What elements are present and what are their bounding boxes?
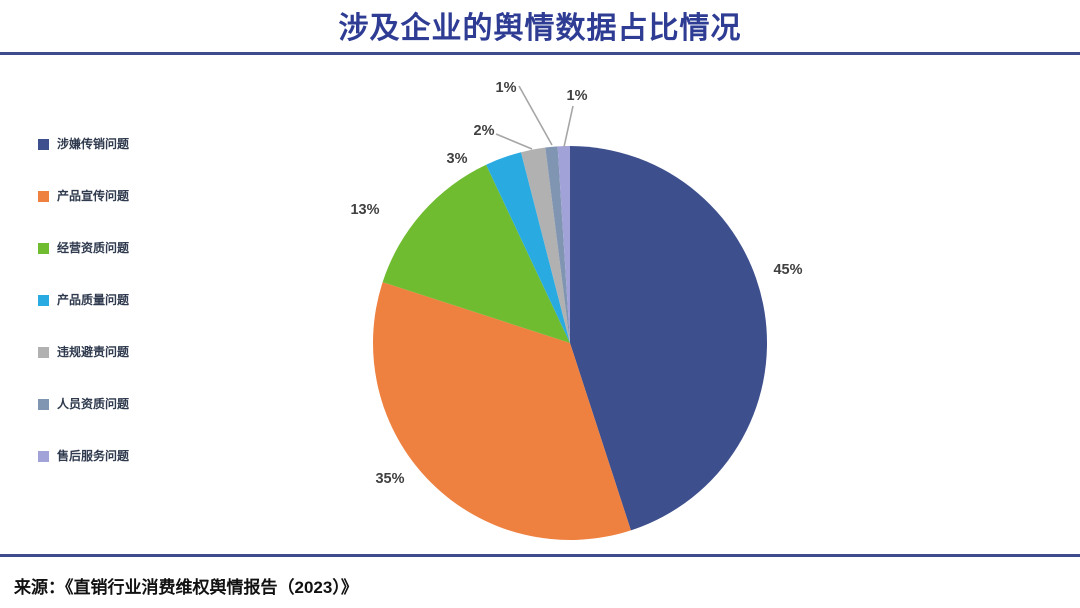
pie-slice-违规避责问题 [521,147,570,343]
legend-swatch-icon [38,295,49,306]
legend-item: 违规避责问题 [38,345,228,359]
legend-swatch-icon [38,399,49,410]
slice-label: 35% [375,471,404,487]
slice-label: 1% [496,80,517,96]
legend-label: 经营资质问题 [57,241,130,255]
chart-legend: 涉嫌传销问题 产品宣传问题 经营资质问题 产品质量问题 违规避责问题 人员资质问题 售后服务… [38,137,228,503]
legend-item: 产品宣传问题 [38,189,228,203]
legend-swatch-icon [38,139,49,150]
pie-slice-人员资质问题 [545,146,570,343]
top-divider [0,52,1080,55]
slice-label: 3% [447,151,468,167]
pie-slice-涉嫌传销问题 [570,145,768,531]
legend-item: 经营资质问题 [38,241,228,255]
legend-swatch-icon [38,347,49,358]
legend-item: 产品质量问题 [38,293,228,307]
slice-label: 2% [474,123,495,139]
legend-item: 人员资质问题 [38,397,228,411]
slice-label: 45% [773,262,802,278]
legend-label: 涉嫌传销问题 [57,137,130,151]
legend-label: 人员资质问题 [57,397,130,411]
legend-swatch-icon [38,191,49,202]
leader-line [495,133,533,150]
legend-label: 售后服务问题 [57,449,130,463]
bottom-divider [0,554,1080,557]
pie-slice-产品宣传问题 [372,282,631,541]
legend-label: 违规避责问题 [57,345,130,359]
legend-label: 产品宣传问题 [57,189,130,203]
page-title: 涉及企业的舆情数据占比情况 [338,12,742,45]
legend-item: 涉嫌传销问题 [38,137,228,151]
slice-label: 13% [350,202,379,218]
legend-swatch-icon [38,451,49,462]
pie-slice-经营资质问题 [382,164,570,343]
leader-line [563,105,574,148]
legend-swatch-icon [38,243,49,254]
slice-label: 1% [567,88,588,104]
leader-line [518,85,553,146]
pie-slice-产品质量问题 [486,152,570,343]
source-note: 来源：《直销行业消费维权舆情报告（2023）》 [14,578,358,597]
pie-slice-售后服务问题 [557,146,570,343]
legend-item: 售后服务问题 [38,449,228,463]
legend-label: 产品质量问题 [57,293,130,307]
